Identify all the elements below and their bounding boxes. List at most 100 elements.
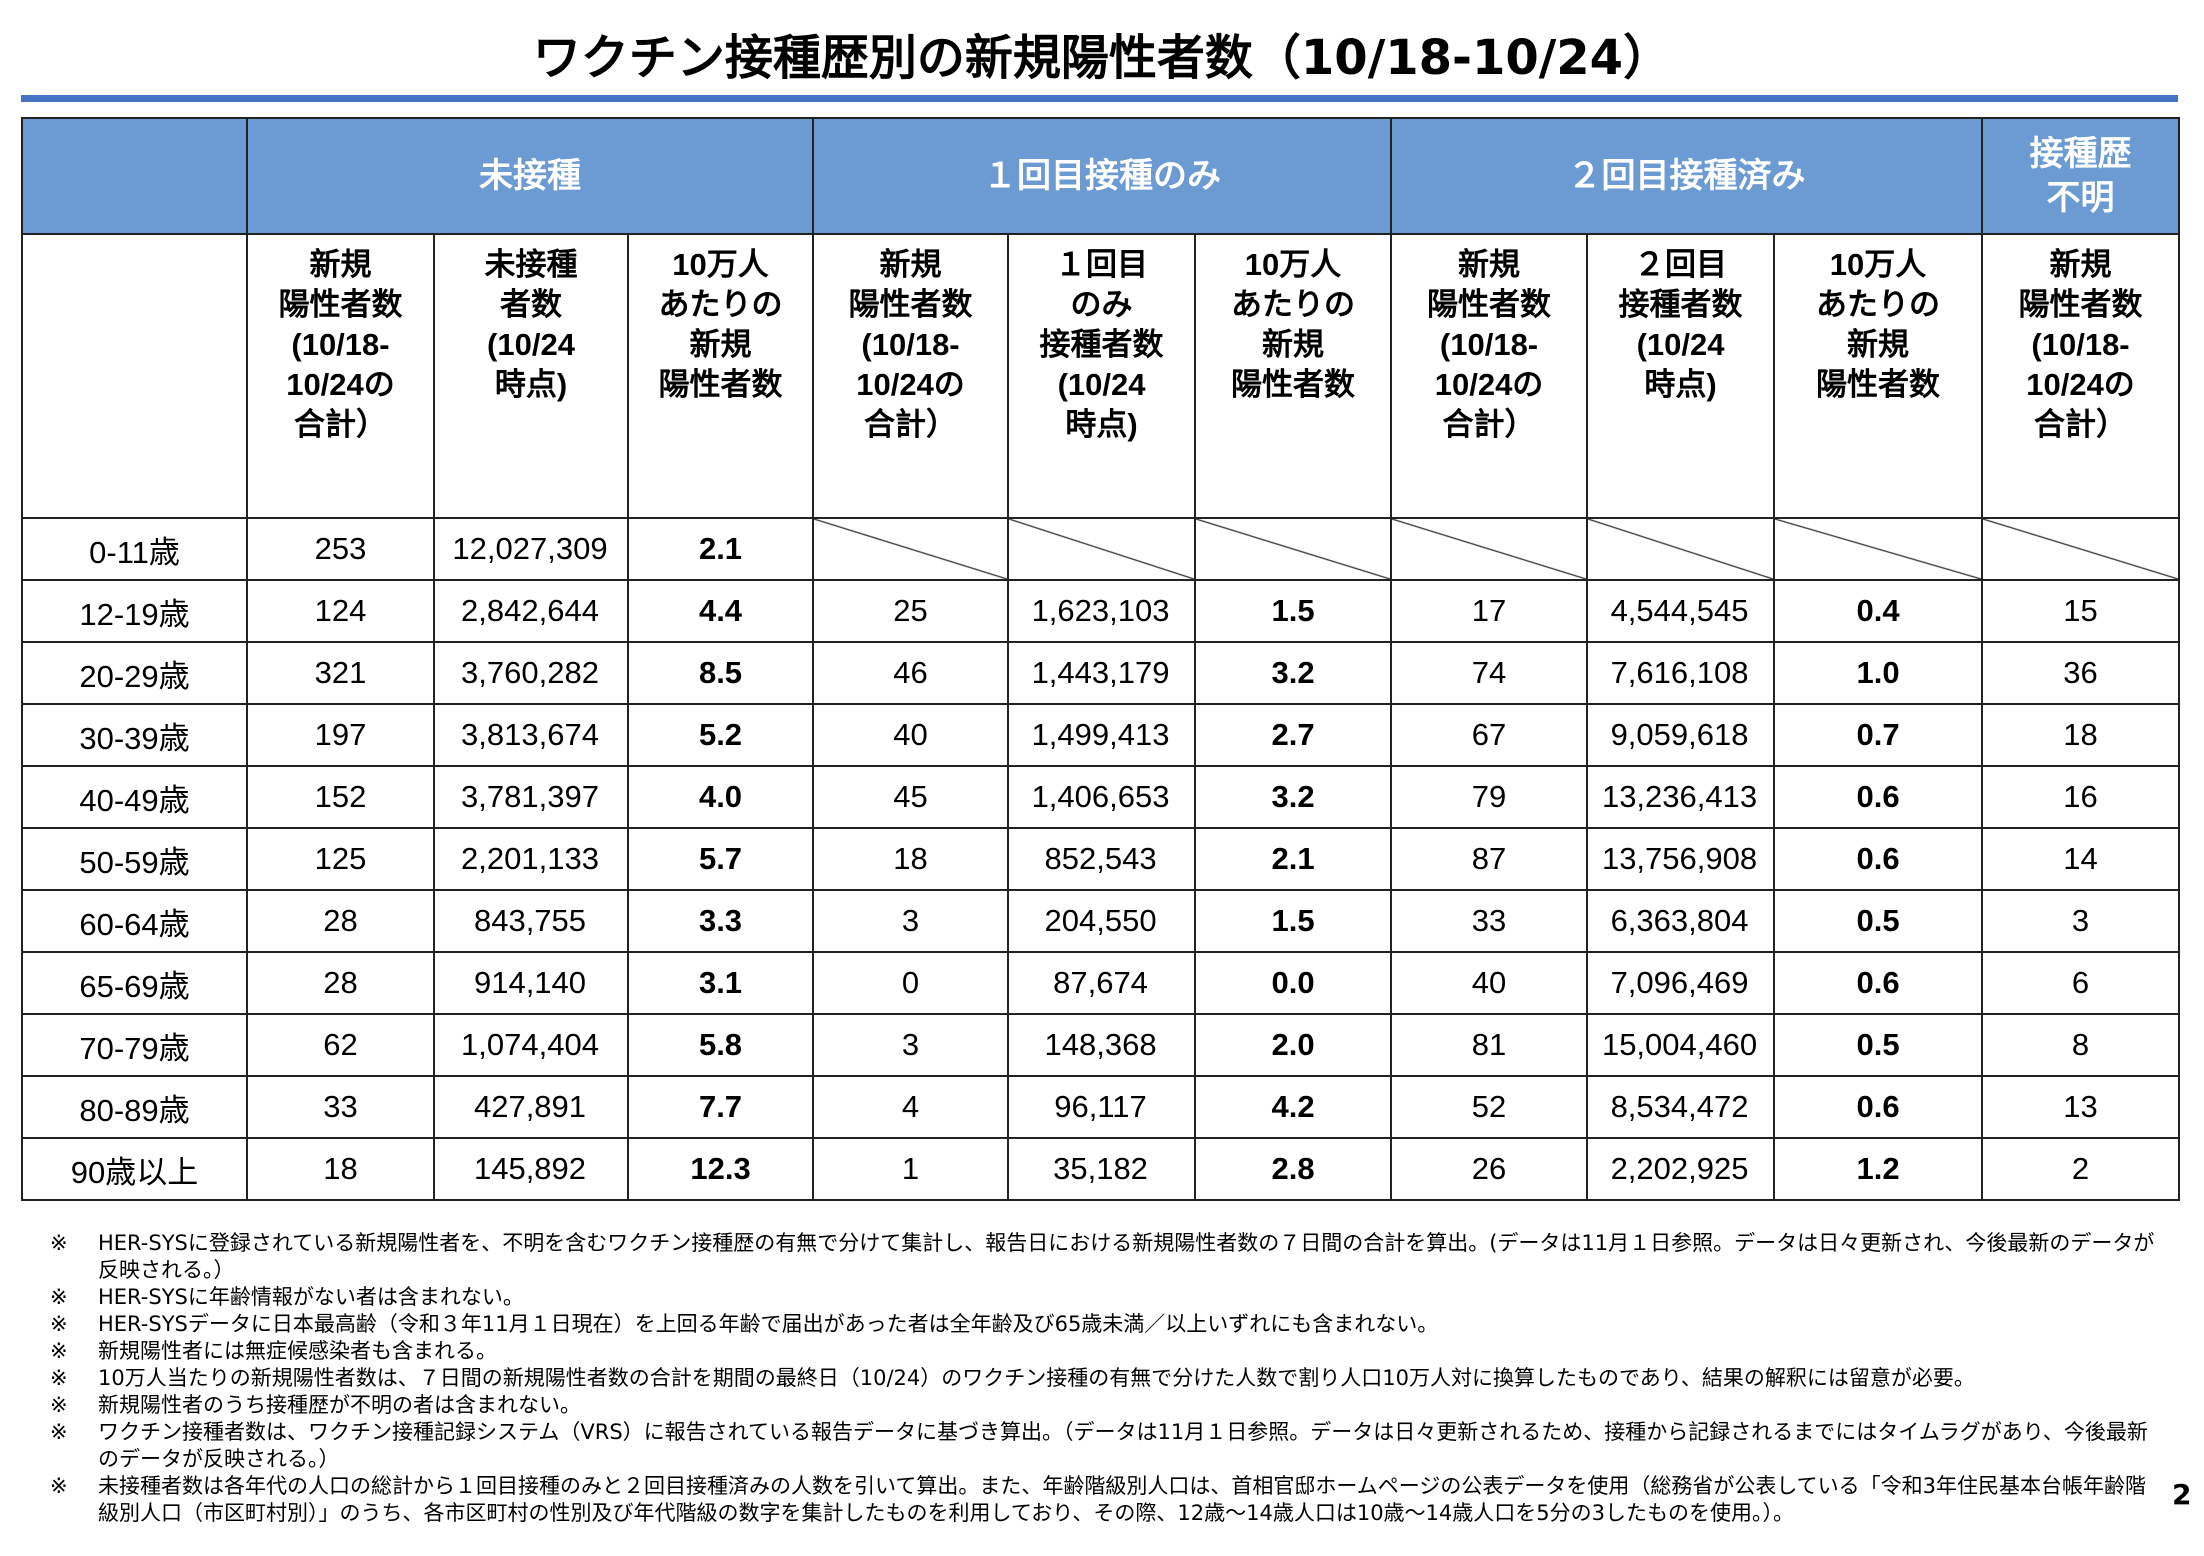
data-row: 60-64歳 28 843,755 3.3 3 204,550 1.5 33 6,363,804… [21,889,2181,953]
cell: 79 [1390,765,1589,829]
not-applicable-cell [812,517,1010,581]
cell: 7.7 [626,1075,815,1139]
cell: 18 [246,1137,435,1201]
cell: 25 [812,579,1010,643]
not-applicable-cell [1007,517,1197,581]
cell: 3,813,674 [433,703,629,767]
cell: 14 [1981,827,2181,891]
cell: 8 [1981,1013,2181,1077]
corner-cell [21,233,248,519]
cell: 87 [1390,827,1589,891]
cell: 2.0 [1194,1013,1393,1077]
cell: 124 [246,579,435,643]
note: ※ HER-SYSに登録されている新規陽性者を、不明を含むワクチン接種歴の有無で分… [50,1230,2160,1284]
cell: 7,616,108 [1586,641,1776,705]
note-text: ワクチン接種者数は、ワクチン接種記録システム（VRS）に報告されている報告データ… [98,1420,2148,1471]
cell: 35,182 [1007,1137,1197,1201]
cell: 62 [246,1013,435,1077]
group-header: ２回目接種済み [1390,117,1984,235]
cell: 1,074,404 [433,1013,629,1077]
sub-header: ２回目 接種者数 (10/24 時点) [1586,233,1776,519]
cell: 3,760,282 [433,641,629,705]
data-row: 70-79歳 62 1,074,404 5.8 3 148,368 2.0 81 15,004,… [21,1013,2181,1077]
age-label: 70-79歳 [21,1013,248,1077]
cell: 3 [812,889,1010,953]
data-row: 65-69歳 28 914,140 3.1 0 87,674 0.0 40 7,096,469 0… [21,951,2181,1015]
data-row: 80-89歳 33 427,891 7.7 4 96,117 4.2 52 8,534,472 0… [21,1075,2181,1139]
page-number: 2 [2172,1478,2192,1511]
note-text: HER-SYSデータに日本最高齢（令和３年11月１日現在）を上回る年齢で届出があ… [98,1312,1439,1336]
sub-header: 新規 陽性者数 (10/18- 10/24の 合計） [246,233,435,519]
cell: 28 [246,889,435,953]
cell: 46 [812,641,1010,705]
age-label: 80-89歳 [21,1075,248,1139]
cell: 0.4 [1773,579,1984,643]
cell: 4.0 [626,765,815,829]
cell: 0.5 [1773,1013,1984,1077]
cell: 15 [1981,579,2181,643]
cell: 3.2 [1194,765,1393,829]
age-label: 65-69歳 [21,951,248,1015]
cell: 0.5 [1773,889,1984,953]
cell: 2.7 [1194,703,1393,767]
cell: 18 [812,827,1010,891]
age-label: 50-59歳 [21,827,248,891]
note-marker: ※ [50,1393,68,1417]
notes: ※ HER-SYSに登録されている新規陽性者を、不明を含むワクチン接種歴の有無で分… [50,1230,2160,1527]
cell: 427,891 [433,1075,629,1139]
cell: 36 [1981,641,2181,705]
note-marker: ※ [50,1312,68,1336]
cell: 0.6 [1773,1075,1984,1139]
cell: 52 [1390,1075,1589,1139]
cell: 3.3 [626,889,815,953]
cell: 28 [246,951,435,1015]
age-label: 40-49歳 [21,765,248,829]
note-text: HER-SYSに年齢情報がない者は含まれない。 [98,1285,524,1309]
cell: 33 [1390,889,1589,953]
age-label: 30-39歳 [21,703,248,767]
sub-header: 10万人 あたりの 新規 陽性者数 [1194,233,1393,519]
cell: 125 [246,827,435,891]
age-label: 60-64歳 [21,889,248,953]
cell: 74 [1390,641,1589,705]
data-row: 0-11歳 253 12,027,309 2.1 [21,517,2181,581]
cell: 145,892 [433,1137,629,1201]
cell: 197 [246,703,435,767]
cell: 12.3 [626,1137,815,1201]
cell: 1 [812,1137,1010,1201]
cell: 96,117 [1007,1075,1197,1139]
cell: 4 [812,1075,1010,1139]
cell: 5.7 [626,827,815,891]
cell: 2.1 [626,517,815,581]
cell: 5.2 [626,703,815,767]
cell: 40 [812,703,1010,767]
note: ※ 新規陽性者のうち接種歴が不明の者は含まれない。 [50,1392,2160,1419]
cell: 1.5 [1194,579,1393,643]
cell: 40 [1390,951,1589,1015]
sub-header: 新規 陽性者数 (10/18- 10/24の 合計） [1390,233,1589,519]
data-row: 40-49歳 152 3,781,397 4.0 45 1,406,653 3.2 79 13,… [21,765,2181,829]
cell: 6 [1981,951,2181,1015]
cell: 0.7 [1773,703,1984,767]
cell: 8.5 [626,641,815,705]
group-header-row: 未接種 １回目接種のみ ２回目接種済み 接種歴 不明 [21,117,2181,235]
sub-header: 10万人 あたりの 新規 陽性者数 [1773,233,1984,519]
note-text: 新規陽性者のうち接種歴が不明の者は含まれない。 [98,1393,581,1417]
cell: 1,623,103 [1007,579,1197,643]
title-rule [21,95,2178,102]
cell: 2.8 [1194,1137,1393,1201]
cell: 0.0 [1194,951,1393,1015]
not-applicable-cell [1981,517,2181,581]
cell: 1,406,653 [1007,765,1197,829]
note-text: 未接種者数は各年代の人口の総計から１回目接種のみと２回目接種済みの人数を引いて算… [98,1474,2147,1525]
cell: 3.2 [1194,641,1393,705]
cell: 914,140 [433,951,629,1015]
cell: 6,363,804 [1586,889,1776,953]
not-applicable-cell [1194,517,1393,581]
cell: 148,368 [1007,1013,1197,1077]
note-marker: ※ [50,1231,68,1255]
sub-header: 新規 陽性者数 (10/18- 10/24の 合計） [1981,233,2181,519]
note-marker: ※ [50,1420,68,1444]
sub-header: 未接種 者数 (10/24 時点) [433,233,629,519]
group-header: 未接種 [245,117,815,235]
